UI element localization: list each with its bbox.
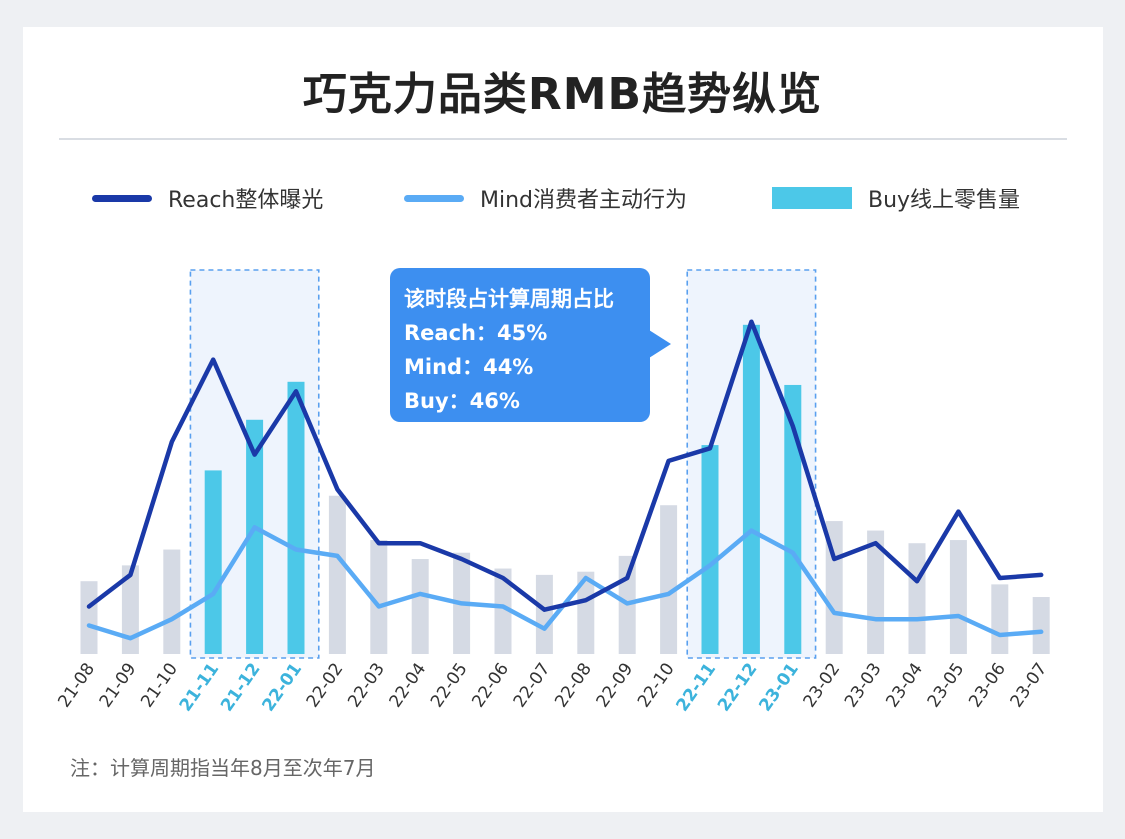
bar-buy-22-10 [660,505,678,654]
bar-buy-21-08 [80,581,98,654]
x-tick-label-21-11: 21-11 [176,659,224,715]
callout-line-reach: Reach：45% [404,321,548,345]
x-tick-label-23-06: 23-06 [965,659,1010,711]
bar-buy-21-12 [246,419,264,654]
bar-buy-22-12 [742,324,760,654]
bar-buy-23-02 [825,521,843,654]
legend-item-reach: Reach整体曝光 [92,182,323,214]
bar-buy-23-04 [908,543,926,654]
legend-swatch-buy [772,187,852,209]
legend-swatch-reach [92,194,152,202]
x-tick-label-21-08: 21-08 [54,659,99,711]
bar-buy-22-11 [701,445,719,654]
x-tick-label-22-04: 22-04 [386,659,431,711]
legend-item-mind: Mind消费者主动行为 [404,182,687,214]
callout-title: 该时段占计算周期占比 [404,287,614,311]
bar-buy-21-10 [163,549,181,654]
chart-title: 巧克力品类RMB趋势纵览 [302,69,823,120]
x-tick-label-22-01: 22-01 [259,659,307,715]
title-divider [59,138,1067,140]
x-tick-label-23-07: 23-07 [1007,659,1052,711]
bar-buy-23-07 [1032,597,1050,654]
bar-buy-22-01 [287,381,305,654]
x-tick-label-22-08: 22-08 [551,659,596,711]
legend-label-reach: Reach整体曝光 [168,188,324,213]
x-tick-label-23-01: 23-01 [755,659,803,715]
bar-buy-22-08 [577,571,595,654]
bar-buy-21-11 [204,470,222,654]
bar-buy-23-06 [991,584,1009,654]
callout-line-buy: Buy：46% [404,389,520,413]
x-tick-label-21-12: 21-12 [217,659,265,715]
legend-label-buy: Buy线上零售量 [868,188,1021,213]
x-tick-label-22-02: 22-02 [303,659,348,711]
callout-line-mind: Mind：44% [404,355,534,379]
x-tick-label-23-02: 23-02 [800,659,845,711]
legend-swatch-mind [404,194,464,202]
footnote: 注：计算周期指当年8月至次年7月 [70,756,376,780]
x-tick-label-22-12: 22-12 [714,659,762,715]
x-tick-label-23-05: 23-05 [924,659,969,711]
bar-buy-22-06 [494,568,512,654]
x-tick-label-22-07: 22-07 [510,659,555,711]
x-tick-label-21-09: 21-09 [96,659,141,711]
x-tick-label-22-03: 22-03 [344,659,389,711]
x-tick-label-23-03: 23-03 [841,659,886,711]
bar-buy-22-02 [328,495,346,654]
series-line-reach [86,319,1044,612]
bar-buy-22-03 [370,540,388,654]
bar-buy-23-05 [949,540,967,654]
x-tick-label-22-05: 22-05 [427,659,472,711]
x-tick-label-22-06: 22-06 [468,659,513,711]
x-tick-label-22-09: 22-09 [593,659,638,711]
legend-label-mind: Mind消费者主动行为 [480,188,688,213]
bar-buy-22-04 [411,559,429,654]
bar-buy-22-07 [535,574,553,654]
bar-buy-23-03 [867,530,885,654]
legend-item-buy: Buy线上零售量 [772,182,1020,214]
x-tick-label-22-11: 22-11 [673,659,721,715]
bar-buy-23-01 [784,384,802,654]
callout-box: 该时段占计算周期占比 Reach：45% Mind：44% Buy：46% [390,268,671,422]
x-tick-label-23-04: 23-04 [882,659,927,711]
bar-buy-21-09 [121,565,139,654]
